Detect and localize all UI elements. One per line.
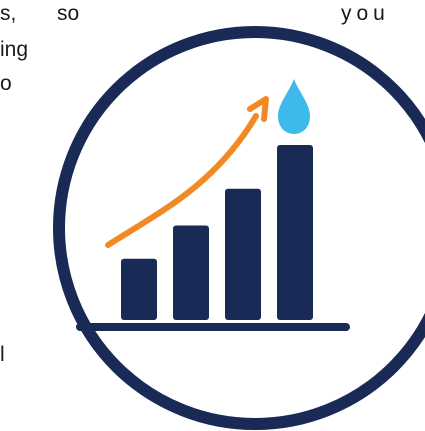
growth-arrow-head bbox=[247, 96, 269, 122]
text-fragment: l bbox=[0, 343, 5, 366]
growth-arrow-line bbox=[105, 113, 259, 248]
bars-group bbox=[121, 145, 313, 320]
water-drop-icon bbox=[278, 79, 310, 134]
circle-ring bbox=[53, 26, 425, 430]
text-fragment: s, bbox=[0, 2, 17, 25]
chart-bar bbox=[225, 188, 261, 320]
chart-bar bbox=[121, 258, 157, 320]
chart-bar bbox=[277, 145, 313, 320]
chart-bar bbox=[173, 225, 209, 320]
text-fragment: ing bbox=[0, 38, 29, 61]
text-fragment: you bbox=[341, 2, 390, 25]
text-fragment: so bbox=[57, 2, 80, 25]
text-fragment: o bbox=[0, 72, 12, 95]
